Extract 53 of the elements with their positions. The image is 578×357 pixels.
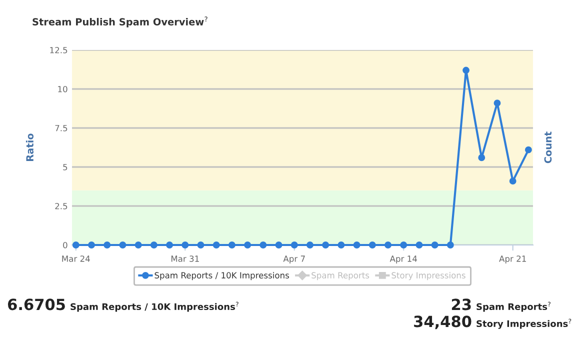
- y-tick-label: 7.5: [55, 125, 68, 132]
- point: [509, 178, 516, 185]
- text: Story Impressions$^{?}$: [476, 318, 572, 329]
- text: 6.6705: [8, 298, 65, 310]
- point: [275, 242, 282, 248]
- point: [524, 146, 532, 154]
- point: [478, 154, 486, 162]
- point: [182, 242, 189, 248]
- point: [494, 100, 501, 107]
- point: [338, 242, 345, 248]
- legend-label: Spam Reports: [312, 272, 370, 280]
- point: [306, 242, 314, 248]
- x-tick-label: Mar 31: [171, 256, 199, 262]
- point: [446, 242, 454, 248]
- point: [212, 242, 220, 248]
- point: [368, 242, 376, 248]
- point: [322, 242, 330, 248]
- y2-axis-title: Count: [544, 132, 552, 164]
- y-tick-label: 0: [63, 242, 68, 248]
- y-tick-label: 2.5: [55, 202, 68, 210]
- chart-title: Stream Publish Spam Overview$^{?}$: [32, 16, 208, 28]
- x-tick-label: Apr 21: [499, 256, 526, 264]
- point: [119, 242, 126, 248]
- point: [150, 242, 158, 248]
- point: [88, 242, 95, 248]
- point: [431, 242, 438, 248]
- point: [197, 242, 204, 248]
- point: [462, 66, 470, 74]
- text: Spam Reports / 10K Impressions$^{?}$: [70, 302, 238, 312]
- point: [104, 242, 111, 248]
- text: Spam Reports$^{?}$: [476, 302, 550, 312]
- x-tick-label: Apr 14: [390, 256, 417, 264]
- point: [134, 242, 142, 248]
- point: [384, 242, 392, 248]
- y-tick-label: 10: [58, 86, 68, 92]
- point: [228, 242, 236, 248]
- text: 34,480: [414, 316, 472, 330]
- y-axis-title: Ratio: [26, 134, 34, 161]
- text: 23: [452, 298, 471, 310]
- y-tick-label: 12.5: [50, 46, 68, 54]
- point: [166, 242, 174, 248]
- point: [244, 242, 252, 248]
- point: [290, 242, 298, 248]
- point: [400, 242, 408, 248]
- point: [416, 242, 423, 248]
- x-tick-label: Mar 24: [62, 256, 90, 262]
- y-tick-label: 5: [63, 164, 68, 170]
- legend-label: Story Impressions: [392, 272, 466, 280]
- x-tick-label: Apr 7: [283, 256, 305, 264]
- legend-label: Spam Reports / 10K Impressions: [154, 272, 290, 280]
- point: [260, 242, 267, 248]
- point: [353, 242, 360, 248]
- point: [72, 242, 80, 248]
